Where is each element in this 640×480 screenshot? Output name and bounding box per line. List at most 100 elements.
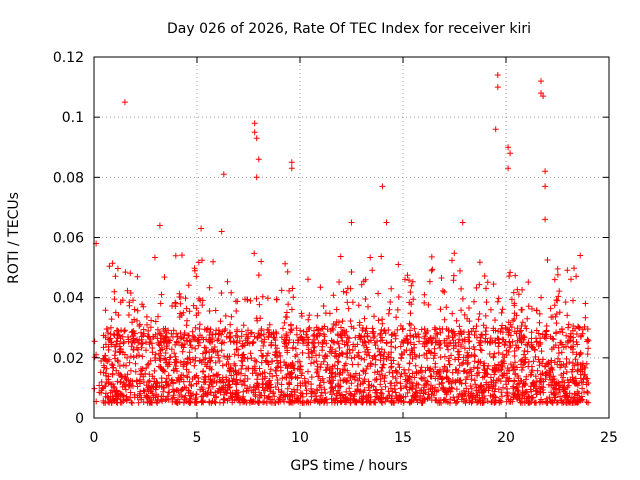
data-point (406, 277, 412, 284)
data-point (198, 393, 205, 400)
data-point (451, 250, 458, 257)
data-point (557, 393, 563, 400)
data-point (245, 327, 251, 334)
data-point (525, 363, 532, 370)
data-point (112, 348, 119, 355)
data-point (453, 366, 460, 373)
data-point (276, 349, 283, 356)
data-point (465, 334, 472, 341)
data-point (152, 357, 159, 364)
data-point (248, 329, 255, 336)
data-point (213, 379, 220, 386)
data-point (574, 341, 581, 348)
data-point (106, 263, 113, 270)
data-point (551, 391, 558, 398)
data-point (446, 339, 453, 346)
data-point (450, 394, 457, 401)
data-point (512, 359, 518, 366)
data-point (476, 310, 483, 317)
data-point (372, 352, 378, 359)
data-point (266, 370, 273, 377)
data-point (335, 319, 342, 326)
data-point (201, 373, 208, 380)
data-point (395, 361, 402, 368)
data-point (555, 350, 562, 357)
data-point (202, 378, 209, 385)
data-point (525, 399, 532, 406)
data-point (326, 378, 333, 385)
data-point (212, 307, 219, 314)
data-point (167, 354, 174, 361)
y-tick-label: 0.08 (53, 170, 84, 186)
data-point (468, 351, 475, 358)
data-point (560, 361, 567, 368)
data-point (306, 354, 313, 361)
data-point (197, 297, 204, 304)
data-point (510, 289, 517, 296)
data-point (171, 350, 178, 357)
data-point (124, 287, 131, 294)
data-point (522, 381, 529, 387)
data-point (497, 367, 503, 374)
data-point (483, 299, 490, 306)
data-point (130, 297, 136, 304)
data-point (584, 390, 591, 396)
data-point (286, 392, 293, 399)
data-point (549, 397, 556, 404)
data-point (359, 327, 366, 334)
data-point (559, 329, 566, 336)
data-point (206, 398, 213, 405)
y-tick-label: 0.06 (53, 231, 84, 247)
data-point (407, 327, 413, 334)
data-point (233, 308, 240, 314)
data-point (581, 323, 588, 330)
data-point (124, 396, 130, 403)
data-point (103, 365, 110, 372)
data-point (208, 354, 215, 361)
data-point (495, 343, 502, 350)
data-point (372, 356, 379, 363)
data-point (227, 384, 233, 391)
data-point (525, 303, 532, 310)
data-point (534, 388, 541, 395)
data-point (154, 380, 161, 387)
data-point (106, 356, 112, 363)
data-point (392, 375, 399, 382)
data-point (355, 377, 361, 384)
data-point (482, 387, 489, 394)
data-point (207, 389, 214, 396)
data-point (158, 365, 165, 372)
data-point (334, 338, 341, 345)
data-point (556, 309, 563, 316)
data-point (183, 384, 190, 391)
data-point (129, 400, 136, 406)
data-point (119, 297, 126, 304)
data-point (253, 174, 260, 181)
data-point (297, 390, 304, 396)
data-point (155, 313, 161, 320)
data-point (514, 392, 521, 399)
data-point (250, 339, 257, 346)
data-point (582, 300, 589, 307)
data-point (348, 269, 355, 275)
data-point (184, 317, 190, 324)
y-tick-label: 0.1 (62, 110, 84, 126)
data-point (224, 397, 231, 404)
data-point (397, 380, 404, 387)
data-point (505, 331, 512, 338)
data-point (313, 369, 320, 376)
data-point (362, 296, 369, 302)
data-point (438, 376, 445, 383)
data-point (135, 339, 142, 346)
data-point (185, 282, 192, 289)
data-point (183, 305, 190, 312)
data-point (190, 302, 197, 309)
data-point (423, 338, 430, 345)
data-point (260, 342, 267, 349)
x-tick-label: 20 (497, 430, 515, 446)
data-point (574, 360, 581, 366)
data-point (476, 281, 483, 288)
data-point (258, 258, 265, 265)
data-point (461, 367, 468, 374)
data-point (521, 380, 527, 387)
